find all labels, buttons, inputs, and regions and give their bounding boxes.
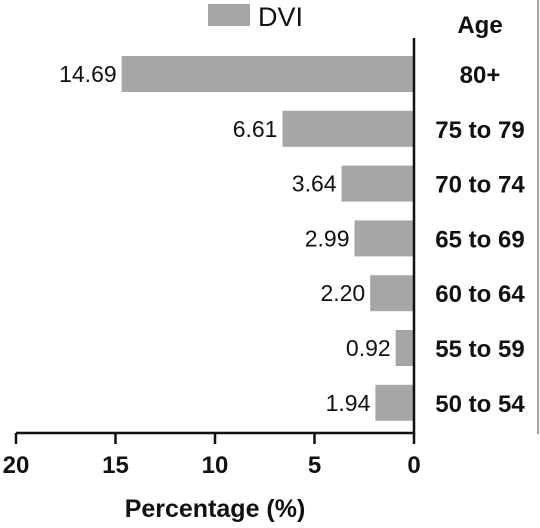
legend-swatch-dvi	[208, 4, 250, 26]
bar-value-label-1: 6.61	[233, 116, 278, 142]
x-tick-label-0: 20	[3, 452, 30, 479]
category-label-0: 80+	[460, 62, 501, 89]
category-labels-group: 80+ 75 to 79 70 to 74 65 to 69 60 to 64 55 to…	[435, 62, 525, 418]
x-axis-label: Percentage (%)	[125, 495, 306, 523]
x-tick-label-1: 15	[102, 452, 129, 479]
category-label-4: 60 to 64	[435, 281, 525, 308]
bar-value-label-5: 0.92	[346, 335, 391, 361]
category-label-6: 50 to 54	[435, 391, 525, 418]
bar-5	[395, 330, 414, 366]
category-label-5: 55 to 59	[435, 336, 524, 363]
category-label-3: 65 to 69	[435, 226, 524, 253]
bar-0	[121, 56, 414, 92]
legend-label-dvi: DVI	[258, 2, 303, 32]
bar-value-label-6: 1.94	[326, 390, 371, 416]
bar-6	[375, 384, 414, 421]
bar-value-label-0: 14.69	[59, 61, 117, 87]
bar-value-label-2: 3.64	[292, 171, 337, 197]
x-tick-label-3: 5	[308, 452, 321, 479]
chart-legend: DVI	[208, 2, 303, 32]
category-label-2: 70 to 74	[435, 172, 525, 199]
value-labels-group: 14.69 6.61 3.64 2.99 2.20 0.92 1.94	[59, 61, 391, 416]
x-tick-label-2: 10	[202, 452, 229, 479]
bar-4	[370, 275, 414, 312]
bar-3	[354, 220, 414, 257]
bars-group	[121, 56, 414, 421]
bar-2	[341, 165, 414, 202]
x-tick-label-4: 0	[407, 452, 420, 479]
category-label-1: 75 to 79	[435, 117, 524, 144]
category-header: Age	[457, 12, 502, 39]
bar-value-label-4: 2.20	[320, 280, 365, 306]
x-ticks-group: 20 15 10 5 0	[3, 433, 421, 479]
bar-1	[282, 110, 414, 147]
bar-value-label-3: 2.99	[305, 225, 350, 251]
